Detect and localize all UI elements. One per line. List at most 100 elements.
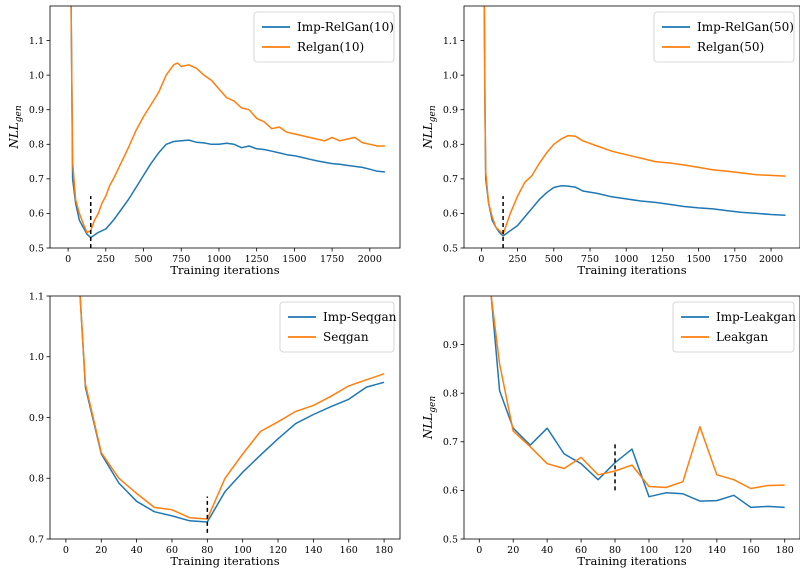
chart-3-x-tick-label-1: 0 bbox=[63, 545, 69, 556]
chart-3-y-tick-label-3: 0.9 bbox=[29, 413, 44, 424]
chart-2-x-tick-label-7: 1500 bbox=[687, 254, 711, 265]
chart-4-y-tick-label-1: 0.5 bbox=[443, 534, 458, 545]
chart-4-legend-box bbox=[672, 301, 795, 353]
chart-3-legend-label-2: Seqgan bbox=[323, 330, 369, 344]
chart-3-y-tick-label-1: 0.7 bbox=[29, 534, 44, 545]
chart-3-x-tick-label-5: 80 bbox=[201, 545, 213, 556]
chart-1-y-tick-label-4: 0.8 bbox=[29, 140, 44, 151]
chart-3-x-tick-label-4: 60 bbox=[166, 545, 178, 556]
chart-panel-4: 0 20 40 60 80 100 120 140 160 180 0.5 0.6 0.7 0.8 0.9 T… bbox=[421, 295, 800, 568]
chart-4-x-tick-label-4: 60 bbox=[575, 545, 587, 556]
chart-3-x-tick-label-8: 140 bbox=[304, 545, 322, 556]
chart-panel-3: 0 20 40 60 80 100 120 140 160 180 0.7 0.8 0.9 1.0 1.1 T… bbox=[29, 291, 401, 568]
chart-3-series-2-line bbox=[79, 296, 385, 520]
chart-2-x-tick-label-6: 1250 bbox=[650, 254, 674, 265]
chart-1-y-axis-label-sub: gen bbox=[14, 105, 24, 122]
chart-1-x-tick-label-7: 1500 bbox=[282, 254, 306, 265]
chart-4-x-tick-label-7: 120 bbox=[674, 545, 692, 556]
chart-2-x-tick-label-2: 250 bbox=[509, 254, 527, 265]
chart-1-frame bbox=[49, 5, 401, 249]
chart-4-y-tick-label-3: 0.7 bbox=[443, 437, 458, 448]
chart-panel-1: 0 250 500 750 1000 1250 1500 1750 2000 0.5 0.6 0.7 0… bbox=[7, 5, 401, 277]
chart-2-x-tick-label-8: 1750 bbox=[723, 254, 747, 265]
chart-2-x-tick-label-4: 750 bbox=[581, 254, 599, 265]
chart-1-series-1-line bbox=[70, 6, 385, 239]
chart-4-x-tick-label-5: 80 bbox=[609, 545, 621, 556]
chart-2-plot-area bbox=[483, 6, 786, 248]
chart-3-x-tick-label-9: 160 bbox=[340, 545, 358, 556]
chart-2-x-tick-label-3: 500 bbox=[545, 254, 563, 265]
chart-2-legend-box bbox=[653, 11, 795, 63]
chart-4-x-axis-label: Training iterations bbox=[577, 554, 686, 568]
chart-1-x-tick-label-3: 500 bbox=[134, 254, 152, 265]
chart-3-legend: Imp-Seqgan Seqgan bbox=[279, 301, 397, 353]
chart-2-x-axis-label: Training iterations bbox=[577, 263, 686, 277]
chart-1-x-tick-label-1: 0 bbox=[65, 254, 71, 265]
chart-3-x-tick-label-10: 180 bbox=[375, 545, 393, 556]
chart-2-frame bbox=[463, 5, 800, 249]
chart-3-legend-label-1: Imp-Seqgan bbox=[323, 310, 397, 324]
chart-3-y-tick-label-4: 1.0 bbox=[29, 352, 44, 363]
chart-2-y-tick-label-5: 0.9 bbox=[443, 105, 458, 116]
chart-4-y-axis-label: NLLgen bbox=[421, 396, 438, 441]
chart-3-y-tick-label-5: 1.1 bbox=[29, 291, 44, 302]
chart-panel-2: 0 250 500 750 1000 1250 1500 1750 2000 0.5 0.6 0.7 0… bbox=[421, 5, 800, 277]
chart-2-y-tick-label-4: 0.8 bbox=[443, 140, 458, 151]
chart-2-y-tick-label-7: 1.1 bbox=[443, 36, 458, 47]
chart-4-x-tick-label-9: 160 bbox=[742, 545, 760, 556]
chart-4-y-tick-label-2: 0.6 bbox=[443, 486, 458, 497]
chart-3-x-tick-label-7: 120 bbox=[269, 545, 287, 556]
chart-4-x-tick-label-1: 0 bbox=[476, 545, 482, 556]
chart-1-y-tick-label-1: 0.5 bbox=[29, 243, 44, 254]
chart-3-x-tick-label-2: 20 bbox=[95, 545, 107, 556]
chart-1-y-tick-label-7: 1.1 bbox=[29, 36, 44, 47]
chart-1-legend-label-1: Imp-RelGan(10) bbox=[297, 20, 394, 34]
chart-2-y-tick-label-1: 0.5 bbox=[443, 243, 458, 254]
chart-4-y-tick-label-4: 0.8 bbox=[443, 389, 458, 400]
chart-4-x-tick-label-2: 20 bbox=[507, 545, 519, 556]
chart-4-y-axis-label-sub: gen bbox=[428, 396, 438, 413]
chart-1-y-tick-label-3: 0.7 bbox=[29, 174, 44, 185]
chart-1-legend: Imp-RelGan(10) Relgan(10) bbox=[253, 11, 395, 63]
chart-1-x-axis-label: Training iterations bbox=[170, 263, 279, 277]
chart-2-y-tick-label-3: 0.7 bbox=[443, 174, 458, 185]
chart-4-x-tick-label-3: 40 bbox=[541, 545, 553, 556]
chart-2-series-2-line bbox=[483, 6, 786, 235]
chart-1-y-axis-label-main: NLL bbox=[7, 122, 21, 149]
chart-1-x-tick-label-4: 750 bbox=[172, 254, 190, 265]
chart-2-y-axis-label: NLLgen bbox=[421, 105, 438, 150]
chart-2-legend-label-1: Imp-RelGan(50) bbox=[697, 20, 794, 34]
chart-1-x-tick-label-2: 250 bbox=[97, 254, 115, 265]
chart-1-plot-area bbox=[70, 6, 385, 248]
chart-2-y-tick-label-2: 0.6 bbox=[443, 209, 458, 220]
chart-1-y-tick-label-6: 1.0 bbox=[29, 70, 44, 81]
chart-4-x-tick-label-10: 180 bbox=[776, 545, 794, 556]
chart-1-x-tick-label-6: 1250 bbox=[245, 254, 269, 265]
chart-3-series-1-line bbox=[79, 296, 385, 523]
chart-4-series-1-line bbox=[490, 296, 785, 509]
chart-1-series-2-line bbox=[70, 6, 385, 234]
chart-4-series-2-line bbox=[490, 296, 785, 490]
chart-4-legend-label-1: Imp-Leakgan bbox=[716, 310, 796, 324]
chart-4-legend-label-2: Leakgan bbox=[716, 330, 768, 344]
chart-1-x-tick-label-8: 1750 bbox=[320, 254, 344, 265]
chart-4-y-axis-label-main: NLL bbox=[421, 413, 435, 440]
chart-1-y-axis-label: NLLgen bbox=[7, 105, 24, 150]
chart-2-x-tick-label-5: 1000 bbox=[614, 254, 638, 265]
chart-3-plot-area bbox=[79, 296, 385, 533]
chart-3-x-tick-label-3: 40 bbox=[131, 545, 143, 556]
chart-2-legend: Imp-RelGan(50) Relgan(50) bbox=[653, 11, 795, 63]
chart-2-legend-label-2: Relgan(50) bbox=[697, 40, 764, 54]
chart-3-y-tick-label-2: 0.8 bbox=[29, 474, 44, 485]
chart-4-plot-area bbox=[490, 296, 785, 509]
chart-4-x-tick-label-6: 100 bbox=[640, 545, 658, 556]
chart-1-legend-label-2: Relgan(10) bbox=[297, 40, 364, 54]
chart-2-y-axis-label-sub: gen bbox=[428, 105, 438, 122]
chart-1-x-tick-label-5: 1000 bbox=[207, 254, 231, 265]
chart-2-x-tick-label-1: 0 bbox=[478, 254, 484, 265]
chart-4-frame bbox=[463, 295, 800, 540]
chart-3-x-tick-label-6: 100 bbox=[234, 545, 252, 556]
chart-3-legend-box bbox=[279, 301, 395, 353]
chart-3-x-axis-label: Training iterations bbox=[170, 554, 279, 568]
chart-2-y-axis-label-main: NLL bbox=[421, 122, 435, 149]
